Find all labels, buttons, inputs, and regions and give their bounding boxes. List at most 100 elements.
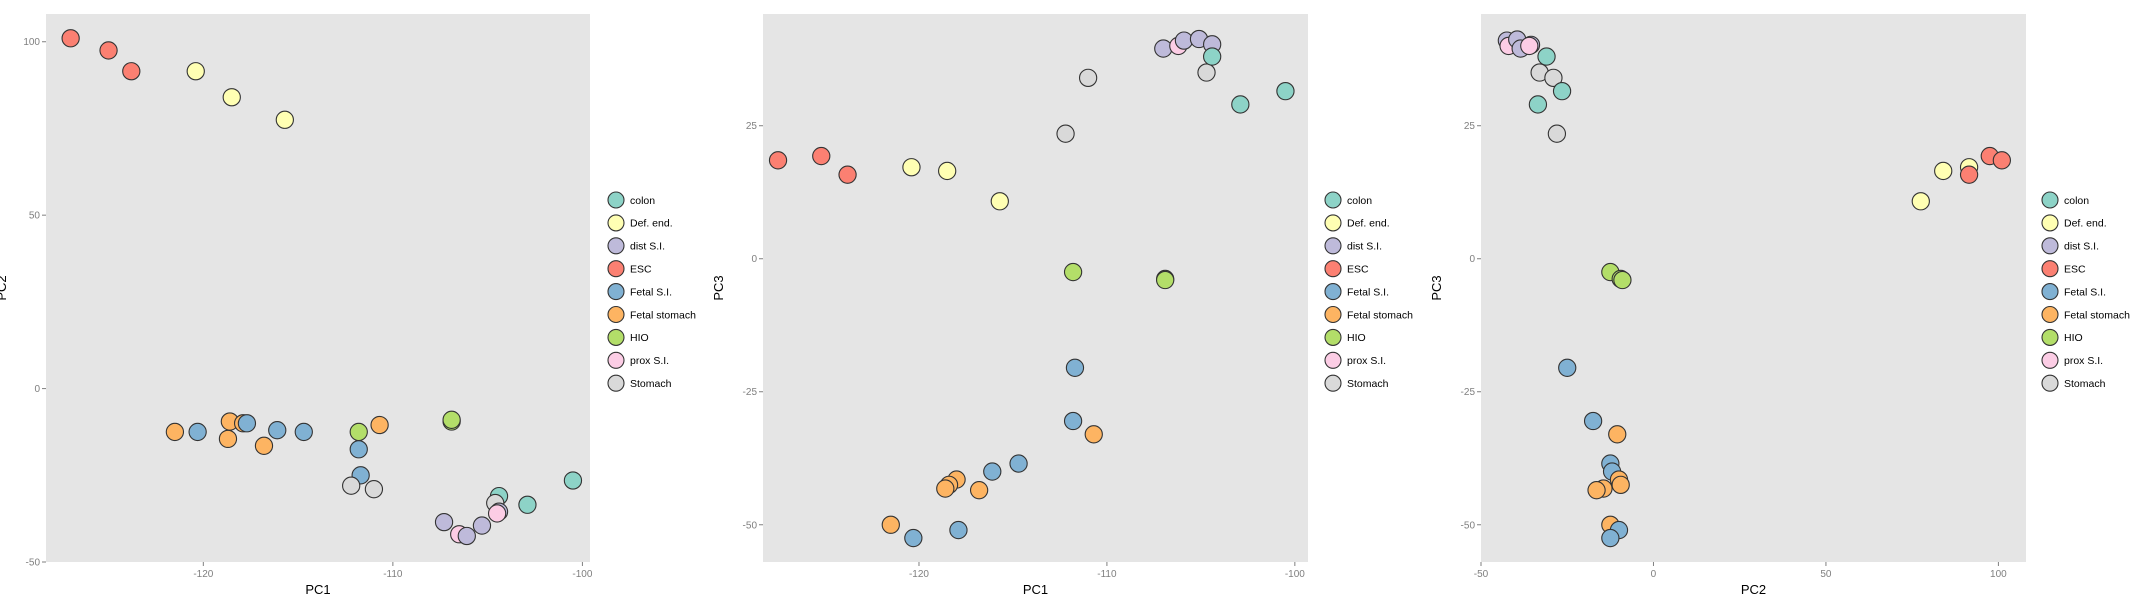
data-point-colon [1552,81,1572,101]
data-point-fetal-stomach [936,479,955,498]
y-tick-label: 0 [751,254,757,265]
legend-key-colon [1324,191,1342,209]
legend-key-fetal-stomach [2041,305,2059,324]
x-axis-title: PC1 [305,582,330,597]
x-axis-title: PC2 [1741,582,1766,597]
legend-label: Fetal stomach [630,309,696,321]
legend-label: Fetal stomach [1347,309,1413,321]
data-point-colon [518,495,537,514]
legend-label: prox S.I. [2064,355,2103,367]
data-point-fetal-stomach [254,436,274,455]
legend-key-def-end [2041,214,2059,232]
data-point-fetal-si [1558,358,1577,377]
data-point-def-end [990,192,1009,211]
legend: colon Def. end. dist S.I. ESC Fetal S.I. Feta… [1324,191,1413,392]
legend-key-colon [607,191,625,209]
legend-key-esc [2041,260,2059,278]
plot-background [1481,14,2026,562]
data-point-fetal-si [983,462,1002,481]
data-point-fetal-si [904,528,923,548]
legend-label: ESC [2064,264,2086,276]
legend-label: dist S.I. [1347,241,1382,253]
y-tick-label: 25 [746,121,758,132]
data-point-colon [1537,47,1556,66]
x-tick-label: 100 [1990,569,2007,580]
data-point-hio [1613,270,1632,290]
data-point-stomach [342,476,361,495]
legend-key-hio [1324,328,1342,346]
data-point-stomach [1544,68,1563,87]
legend-key-def-end [1324,214,1342,232]
data-point-stomach [1547,124,1567,143]
legend-label: ESC [630,264,652,276]
legend-label: Fetal S.I. [2064,286,2106,298]
data-point-fetal-si [949,520,968,540]
data-point-fetal-si [188,422,207,442]
legend-key-esc [607,260,625,278]
y-tick-label: 0 [34,384,40,395]
data-point-fetal-stomach [165,422,185,442]
plot-background [46,14,590,562]
data-point-fetal-stomach [218,429,238,449]
legend-label: dist S.I. [2064,241,2099,253]
scatter-panel-3: -50 0 50 100 -50 -25 0 25 PC2 PC3 colon Def. end. di… [1429,14,2130,597]
data-point-fetal-si [268,421,287,440]
x-tick-label: -120 [193,569,213,580]
data-point-colon [1231,95,1250,114]
data-point-def-end [275,110,294,129]
data-point-fetal-stomach [969,481,989,500]
y-tick-label: -50 [743,520,758,531]
y-tick-label: 100 [23,37,40,48]
legend-key-fetal-si [1324,283,1342,301]
data-point-stomach [1197,63,1216,82]
x-tick-label: -120 [909,569,929,580]
y-tick-label: 25 [1464,121,1476,132]
y-tick-label: 50 [29,211,41,222]
legend-key-fetal-si [607,283,625,301]
legend-key-hio [2041,328,2059,346]
legend-key-esc [1324,260,1342,278]
legend-label: Def. end. [1347,218,1390,230]
data-point-fetal-si [1009,454,1028,473]
data-point-dist-si [434,512,454,532]
data-point-fetal-si [237,414,257,433]
y-tick-label: -50 [1461,520,1476,531]
data-point-hio [1063,262,1083,282]
data-point-prox-si [1520,36,1539,56]
data-point-hio [1156,270,1175,290]
legend-key-dist-si [607,237,625,255]
legend-key-fetal-stomach [607,305,625,324]
legend-key-hio [607,328,625,346]
data-point-fetal-stomach [1611,475,1630,495]
x-tick-label: -100 [572,569,592,580]
x-tick-label: 50 [1820,569,1832,580]
data-point-fetal-stomach [881,515,900,534]
legend-key-dist-si [2041,237,2059,255]
data-point-esc [122,62,141,81]
legend-label: ESC [1347,264,1369,276]
legend-label: HIO [1347,332,1366,344]
data-point-def-end [186,62,205,81]
legend-key-colon [2041,191,2059,209]
data-point-fetal-si [1065,358,1085,377]
y-tick-label: -25 [1461,387,1476,398]
legend: colon Def. end. dist S.I. ESC Fetal S.I. Feta… [607,191,696,392]
data-point-fetal-si [349,440,368,459]
x-tick-label: 0 [1651,569,1657,580]
data-point-fetal-si [1583,411,1603,431]
legend-label: prox S.I. [1347,355,1386,367]
data-point-def-end [222,88,241,107]
data-point-stomach [1056,124,1075,143]
legend-label: Fetal stomach [2064,309,2130,321]
legend-key-stomach [2041,374,2059,392]
data-point-def-end [1934,161,1953,181]
scatter-panel-2: -120 -110 -100 -50 -25 0 25 PC1 PC3 colon Def. end… [711,14,1413,597]
legend-key-prox-si [2041,351,2059,369]
legend-label: Stomach [2064,378,2106,390]
legend-key-stomach [1324,374,1342,392]
x-tick-label: -110 [1097,569,1117,580]
legend-label: Def. end. [2064,218,2107,230]
data-point-dist-si [457,526,476,546]
y-axis-title: PC2 [0,275,9,300]
